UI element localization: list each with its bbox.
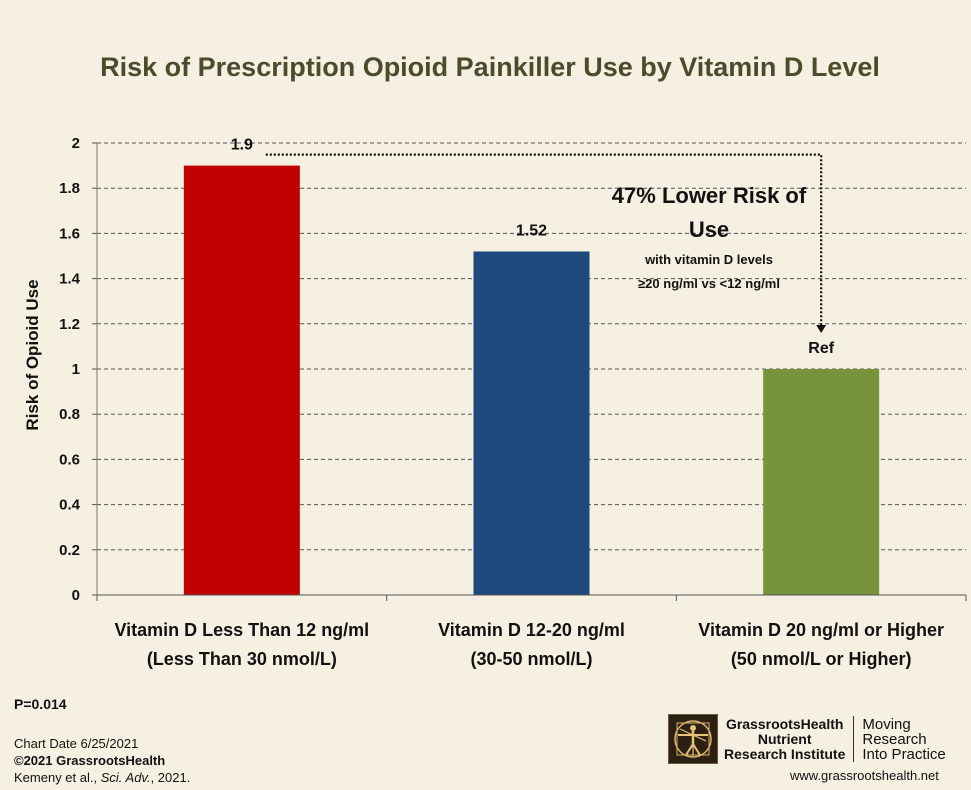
bar xyxy=(473,251,590,596)
tagline-line-2: Research xyxy=(862,730,927,748)
annotation-line-4: ≥20 ng/ml vs <12 ng/ml xyxy=(638,276,780,291)
chart-credits: Chart Date 6/25/2021 ©2021 GrassrootsHea… xyxy=(14,735,190,786)
y-tick-label: 1 xyxy=(72,361,80,378)
brand-tagline: Moving Research Into Practice xyxy=(862,717,945,762)
data-label: Ref xyxy=(808,340,834,357)
citation-authors: Kemeny et al., xyxy=(14,770,101,785)
website-link[interactable]: www.grassrootshealth.net xyxy=(790,768,939,783)
bar-chart: Risk of Prescription Opioid Painkiller U… xyxy=(23,52,967,669)
brand-name-line-3: Research Institute xyxy=(724,745,846,762)
tagline-line-1: Moving xyxy=(862,715,911,733)
category-label: Vitamin D 12-20 ng/ml xyxy=(438,620,625,640)
y-tick-label: 0.6 xyxy=(59,451,80,468)
y-tick-label: 0.2 xyxy=(59,542,80,559)
vitruvian-man-icon xyxy=(668,714,718,764)
annotation-line-1: 47% Lower Risk of xyxy=(612,183,807,208)
arrow-line xyxy=(265,153,823,325)
citation-year: , 2021. xyxy=(150,770,191,785)
category-labels: Vitamin D Less Than 12 ng/ml (Less Than 3… xyxy=(114,620,944,669)
y-tick-label: 1.6 xyxy=(59,225,80,242)
brand-name-line-2: Nutrient xyxy=(757,730,812,747)
brand-name: GrassrootsHealth Nutrient Research Insti… xyxy=(724,715,846,762)
data-labels: 1.9 1.52 Ref xyxy=(231,137,835,357)
y-tick-label: 1.4 xyxy=(59,271,81,288)
tagline-line-3: Into Practice xyxy=(862,745,946,763)
chart-date: Chart Date 6/25/2021 xyxy=(14,736,139,751)
y-tick-label: 2 xyxy=(72,135,80,152)
category-label: Vitamin D 20 ng/ml or Higher xyxy=(698,620,944,640)
category-label: Vitamin D Less Than 12 ng/ml xyxy=(114,620,369,640)
citation-journal: Sci. Adv. xyxy=(100,770,151,785)
annotation-line-3: with vitamin D levels xyxy=(644,252,773,267)
bars xyxy=(183,165,880,596)
y-tick-label: 0 xyxy=(72,587,80,604)
brand-name-line-1: GrassrootsHealth xyxy=(725,715,844,732)
brand-divider xyxy=(853,716,855,762)
annotation-line-2: Use xyxy=(689,217,729,242)
y-axis-ticks: 0 0.2 0.4 0.6 0.8 1 1.2 1.4 1.6 1.8 2 xyxy=(59,135,98,604)
bar xyxy=(763,369,880,595)
y-tick-label: 0.4 xyxy=(59,497,81,514)
y-tick-label: 1.8 xyxy=(59,180,80,197)
y-axis-label: Risk of Opioid Use xyxy=(23,279,42,430)
data-label: 1.52 xyxy=(516,222,547,239)
brand-block: GrassrootsHealth Nutrient Research Insti… xyxy=(668,713,946,765)
bar xyxy=(183,165,300,595)
y-tick-label: 0.8 xyxy=(59,406,80,423)
x-axis xyxy=(96,594,967,601)
y-tick-label: 1.2 xyxy=(59,316,80,333)
citation: Kemeny et al., Sci. Adv., 2021. xyxy=(14,769,190,786)
category-label: (30-50 nmol/L) xyxy=(470,649,592,669)
annotation: 47% Lower Risk of Use with vitamin D lev… xyxy=(612,183,807,291)
p-value: P=0.014 xyxy=(14,696,67,712)
chart-title: Risk of Prescription Opioid Painkiller U… xyxy=(100,52,880,82)
arrow-head xyxy=(816,325,827,333)
data-label: 1.9 xyxy=(231,137,253,154)
comparison-arrow xyxy=(265,153,827,333)
copyright: ©2021 GrassrootsHealth xyxy=(14,753,166,768)
category-label: (Less Than 30 nmol/L) xyxy=(147,649,337,669)
category-label: (50 nmol/L or Higher) xyxy=(731,649,912,669)
